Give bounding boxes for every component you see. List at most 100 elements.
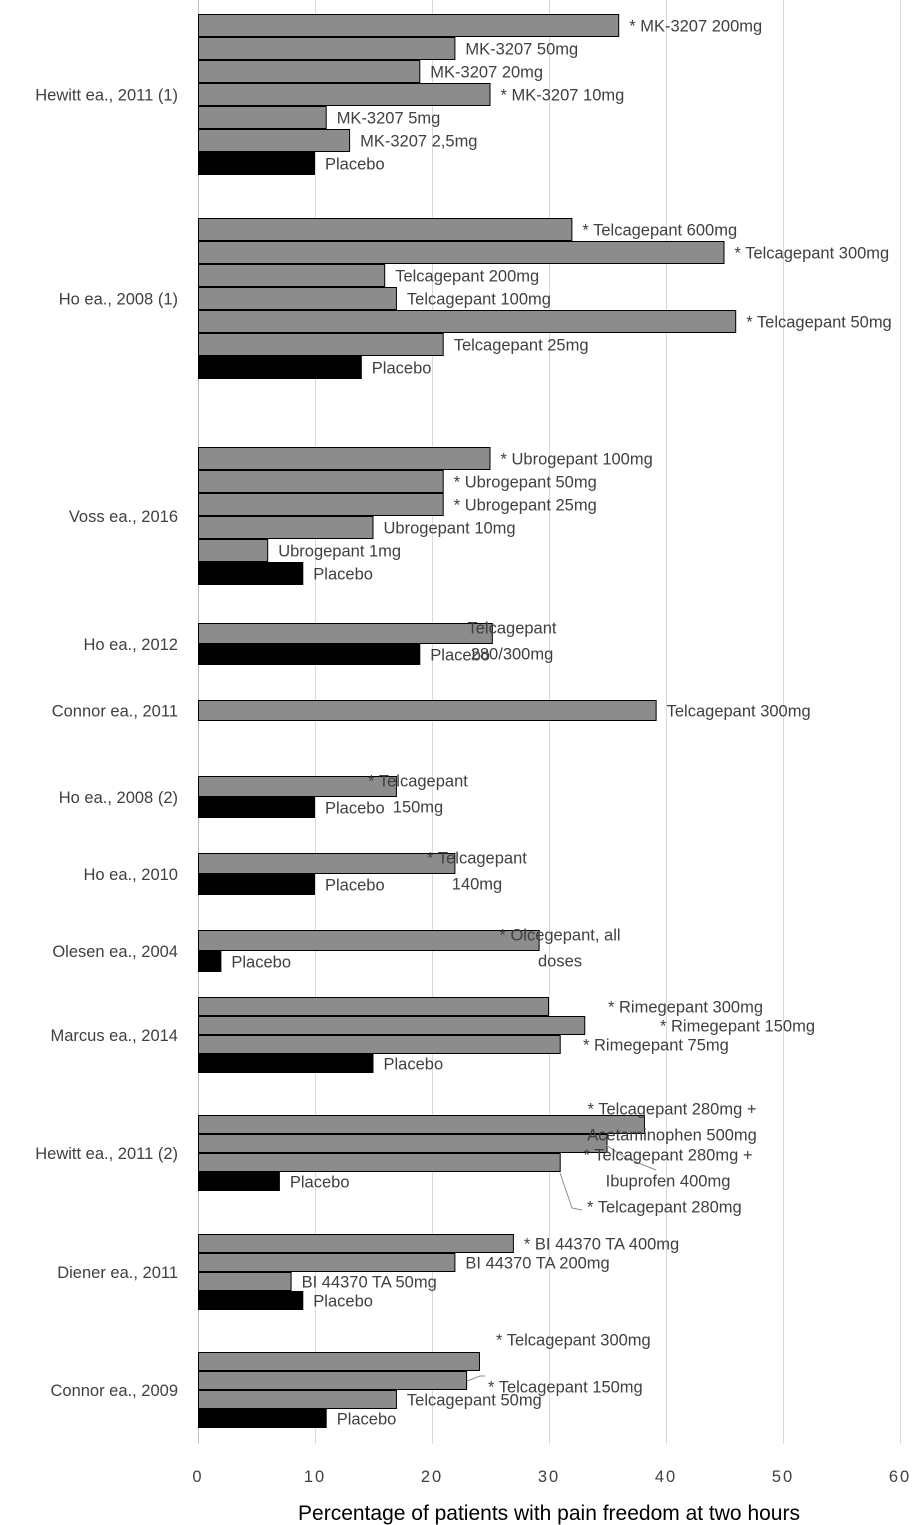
placebo-bar (198, 356, 362, 379)
treatment-bar (198, 623, 493, 644)
treatment-label: * Telcagepant 150mg (368, 773, 468, 817)
treatment-bar (198, 1371, 468, 1390)
treatment-label: * Rimegepant 150mg (660, 1018, 815, 1036)
x-tick-label: 0 (192, 1468, 203, 1486)
treatment-label: Ubrogepant 10mg (384, 520, 516, 538)
study-label: Ho ea., 2008 (2) (59, 789, 178, 807)
treatment-bar (198, 997, 549, 1016)
treatment-label: MK-3207 50mg (465, 41, 578, 59)
treatment-label: * Telcagepant 50mg (746, 314, 892, 332)
treatment-label: MK-3207 20mg (430, 64, 543, 82)
leader-lines (466, 1144, 657, 1382)
treatment-bar (198, 241, 725, 264)
treatment-label: * Ubrogepant 25mg (454, 497, 597, 515)
treatment-label: Ubrogepant 1mg (278, 543, 401, 561)
study-label: Connor ea., 2009 (50, 1382, 178, 1400)
treatment-label: * Telcagepant 300mg (496, 1332, 651, 1350)
label-leader-line (605, 1144, 657, 1171)
x-tick-label: 40 (655, 1468, 677, 1486)
treatment-label: * Telcagepant 150mg (488, 1379, 643, 1397)
study-label: Ho ea., 2008 (1) (59, 291, 178, 309)
treatment-label: BI 44370 TA 200mg (465, 1255, 609, 1273)
treatment-bar (198, 333, 444, 356)
placebo-bar (198, 152, 315, 175)
placebo-label: Placebo (325, 800, 385, 818)
placebo-bar (198, 951, 222, 972)
x-tick-label: 30 (538, 1468, 560, 1486)
treatment-bar (198, 1115, 645, 1134)
treatment-label: Telcagepant 50mg (407, 1392, 542, 1410)
label-line: Telcagepant (468, 620, 557, 638)
x-axis-title: Percentage of patients with pain freedom… (298, 1502, 800, 1525)
placebo-label: Placebo (430, 647, 490, 665)
treatment-label: BI 44370 TA 50mg (302, 1274, 437, 1292)
treatment-label: * Telcagepant 140mg (427, 850, 527, 894)
treatment-bar (198, 493, 444, 516)
treatment-bar (198, 60, 421, 83)
treatment-label: * Telcagepant 280mg (587, 1199, 742, 1217)
treatment-label: Telcagepant 300mg (667, 703, 811, 721)
bars (198, 14, 737, 1428)
placebo-label: Placebo (231, 954, 291, 972)
treatment-bar (198, 1390, 397, 1409)
label-line: Ibuprofen 400mg (606, 1173, 731, 1191)
treatment-bar (198, 1234, 514, 1253)
label-line: * Telcagepant (368, 773, 468, 791)
placebo-bar (198, 1054, 374, 1073)
treatment-bar (198, 264, 386, 287)
treatment-label: * Rimegepant 75mg (583, 1037, 729, 1055)
treatment-label: * MK-3207 10mg (501, 87, 625, 105)
study-label: Voss ea., 2016 (69, 508, 178, 526)
treatment-label: Telcagepant 25mg (454, 337, 589, 355)
gridlines (198, 0, 901, 1444)
study-label: Ho ea., 2012 (84, 636, 179, 654)
treatment-bar (198, 287, 397, 310)
treatment-bar (198, 1035, 561, 1054)
label-line: * Olcegepant, all (499, 927, 620, 945)
treatment-bar (198, 930, 540, 951)
label-line: * Telcagepant 280mg + (588, 1101, 757, 1119)
study-label: Ho ea., 2010 (84, 866, 179, 884)
treatment-label: * BI 44370 TA 400mg (524, 1236, 679, 1254)
treatment-bar (198, 1016, 586, 1035)
study-label: Marcus ea., 2014 (51, 1027, 179, 1045)
treatment-bar (198, 700, 657, 721)
study-label: Diener ea., 2011 (57, 1264, 178, 1282)
treatment-bar (198, 106, 327, 129)
treatment-bar (198, 539, 269, 562)
x-tick-label: 60 (889, 1468, 911, 1486)
label-line: Acetaminophen 500mg (587, 1127, 757, 1145)
bar-labels: * MK-3207 200mg MK-3207 50mg MK-3207 20mg *… (231, 18, 891, 1429)
treatment-label: * Telcagepant 280mg + Ibuprofen 400mg (584, 1147, 753, 1191)
treatment-bar (198, 1253, 456, 1272)
treatment-bar (198, 1272, 292, 1291)
treatment-label: * Rimegepant 300mg (608, 999, 763, 1017)
study-label: Olesen ea., 2004 (52, 943, 178, 961)
study-label: Hewitt ea., 2011 (2) (35, 1145, 178, 1163)
x-tick-label: 50 (772, 1468, 794, 1486)
treatment-bar (198, 853, 456, 874)
label-leader-line (559, 1172, 583, 1211)
placebo-bar (198, 562, 304, 585)
treatment-label: * Telcagepant 280mg + Acetaminophen 500mg (587, 1101, 757, 1145)
treatment-bar (198, 470, 444, 493)
placebo-label: Placebo (337, 1411, 397, 1429)
label-leader-line (466, 1375, 485, 1382)
study-label: Hewitt ea., 2011 (1) (35, 87, 178, 105)
treatment-bar (198, 218, 573, 241)
treatment-label: * Telcagepant 600mg (582, 222, 737, 240)
treatment-bar (198, 516, 374, 539)
treatment-label: * Ubrogepant 100mg (501, 451, 653, 469)
label-line: * Telcagepant (427, 850, 527, 868)
placebo-bar (198, 1291, 304, 1310)
study-label: Connor ea., 2011 (52, 703, 178, 721)
x-tick-labels: 0 10 20 30 40 50 60 (192, 1468, 911, 1486)
x-tick-label: 10 (304, 1468, 326, 1486)
treatment-label: MK-3207 5mg (337, 110, 441, 128)
treatment-bar (198, 83, 491, 106)
label-line: doses (538, 953, 582, 971)
treatment-label: Telcagepant 280/300mg (468, 620, 557, 664)
treatment-bar (198, 1134, 608, 1153)
study-labels: Hewitt ea., 2011 (1) Ho ea., 2008 (1) Voss… (35, 87, 178, 1401)
